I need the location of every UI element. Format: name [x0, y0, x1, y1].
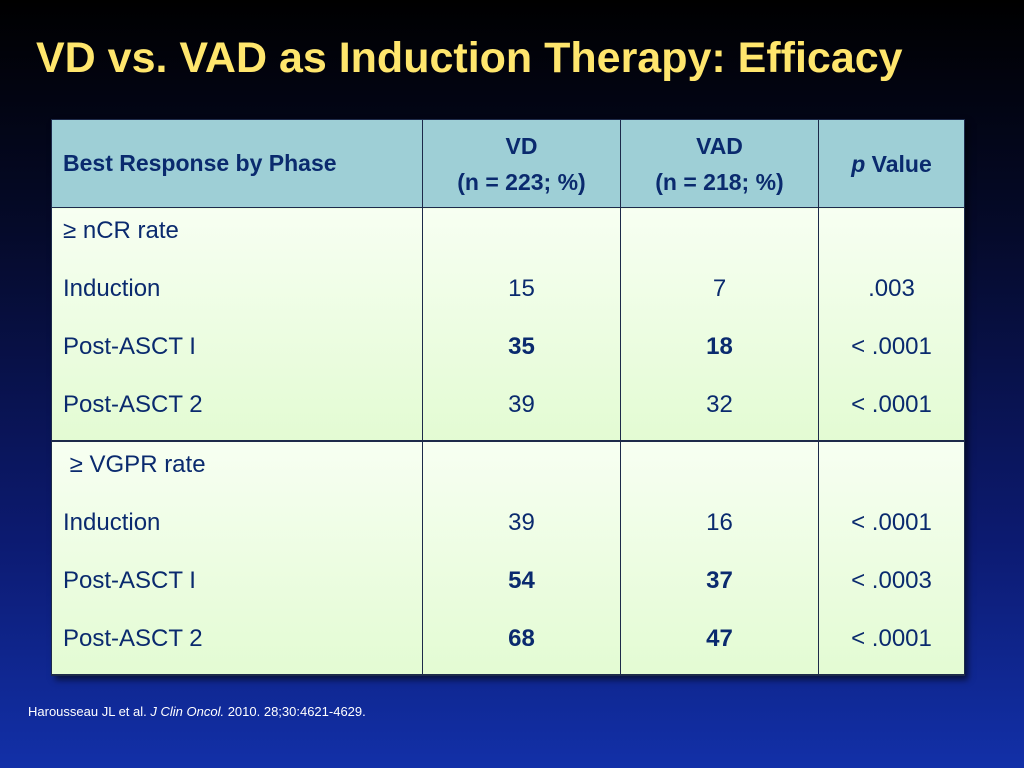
vad-value: 37: [706, 567, 733, 594]
vad-value: 7: [712, 275, 727, 302]
header-vd: VD (n = 223; %): [422, 119, 621, 208]
citation-journal: J Clin Oncol.: [150, 704, 225, 719]
phase-label: Post-ASCT I: [63, 567, 196, 594]
efficacy-table: Best Response by Phase VD (n = 223; %) V…: [51, 119, 965, 676]
p-value: < .0001: [851, 509, 932, 536]
vd-value: 15: [508, 275, 535, 302]
p-value: .003: [868, 275, 915, 302]
vd-value: 68: [508, 625, 535, 652]
vd-value: 54: [508, 567, 535, 594]
p-value: < .0003: [851, 567, 932, 594]
table-row: ≥ nCR rate Induction Post-ASCT I Post-AS…: [51, 207, 965, 442]
header-p-italic: p: [851, 150, 866, 177]
header-p-rest: Value: [865, 150, 932, 177]
vad-value: 32: [706, 391, 733, 418]
header-best-response: Best Response by Phase: [51, 119, 423, 208]
phase-column: ≥ VGPR rate Induction Post-ASCT I Post-A…: [51, 441, 423, 676]
vd-value: 39: [508, 391, 535, 418]
group-vgpr: ≥ VGPR rate Induction Post-ASCT I Post-A…: [51, 441, 965, 676]
header-vad-n: (n = 218; %): [655, 168, 784, 195]
table-row: ≥ VGPR rate Induction Post-ASCT I Post-A…: [51, 441, 965, 676]
phase-label: Post-ASCT 2: [63, 391, 203, 418]
slide-title: VD vs. VAD as Induction Therapy: Efficac…: [36, 34, 903, 82]
p-value: < .0001: [851, 333, 932, 360]
header-vad: VAD (n = 218; %): [620, 119, 819, 208]
citation: Harousseau JL et al. J Clin Oncol. 2010.…: [28, 704, 366, 719]
phase-label: Post-ASCT I: [63, 333, 196, 360]
vd-column: 15 35 39: [422, 207, 621, 442]
header-best-response-label: Best Response by Phase: [63, 150, 337, 176]
group-label: ≥ nCR rate: [63, 217, 179, 244]
header-vd-n: (n = 223; %): [457, 168, 586, 195]
group-ncr: ≥ nCR rate Induction Post-ASCT I Post-AS…: [51, 207, 965, 442]
vd-value: 35: [508, 333, 535, 360]
p-value-column: .003 < .0001 < .0001: [818, 207, 965, 442]
citation-details: 2010. 28;30:4621-4629.: [224, 704, 366, 719]
p-value-column: < .0001 < .0003 < .0001: [818, 441, 965, 676]
vd-value: 39: [508, 509, 535, 536]
vad-value: 18: [706, 333, 733, 360]
p-value: < .0001: [851, 391, 932, 418]
phase-label: Induction: [63, 509, 161, 536]
vad-column: 16 37 47: [620, 441, 819, 676]
citation-authors: Harousseau JL et al.: [28, 704, 151, 719]
phase-label: Post-ASCT 2: [63, 625, 203, 652]
header-vd-name: VD: [505, 132, 538, 159]
group-label: ≥ VGPR rate: [63, 451, 206, 478]
vd-column: 39 54 68: [422, 441, 621, 676]
p-value: < .0001: [851, 625, 932, 652]
vad-value: 47: [706, 625, 733, 652]
header-p-value: p Value: [818, 119, 965, 208]
vad-column: 7 18 32: [620, 207, 819, 442]
phase-label: Induction: [63, 275, 161, 302]
phase-column: ≥ nCR rate Induction Post-ASCT I Post-AS…: [51, 207, 423, 442]
vad-value: 16: [706, 509, 733, 536]
header-vad-name: VAD: [696, 132, 743, 159]
table-header-row: Best Response by Phase VD (n = 223; %) V…: [51, 119, 965, 208]
